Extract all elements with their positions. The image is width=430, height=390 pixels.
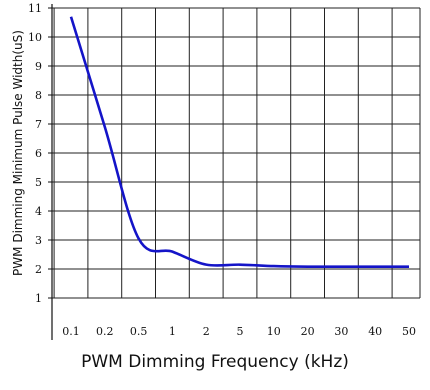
y-tick-label: 1 [35,292,42,305]
series [69,16,410,269]
x-tick-label: 40 [368,325,382,338]
x-tick-label: 5 [237,325,244,338]
x-tick-label: 0.2 [96,325,114,338]
y-tick-label: 10 [28,31,42,44]
y-tick-label: 2 [35,263,42,276]
x-tick-label: 50 [402,325,416,338]
y-axis-title: PWM Dimming Minimum Pulse Width(uS) [11,30,25,276]
y-tick-label: 4 [35,205,42,218]
y-tick-label: 9 [35,60,42,73]
series-line [69,16,409,269]
grid [52,7,420,299]
x-tick-labels: 0.1 0.2 0.5 1 2 5 10 20 30 40 50 [62,325,416,338]
y-tick-label: 5 [35,176,42,189]
y-tick-label: 3 [35,234,42,247]
x-tick-label: 0.1 [62,325,80,338]
y-tick-label: 7 [35,118,42,131]
y-tick-label: 8 [35,89,42,102]
x-tick-label: 2 [203,325,210,338]
x-tick-label: 30 [334,325,348,338]
x-tick-label: 1 [169,325,176,338]
x-tick-label: 10 [267,325,281,338]
x-tick-label: 20 [301,325,315,338]
y-tick-label: 11 [28,2,42,15]
x-axis-title: PWM Dimming Frequency (kHz) [81,352,349,372]
x-tick-label: 0.5 [130,325,148,338]
axes [48,4,421,340]
y-tick-labels: 1 2 3 4 5 6 7 8 9 10 11 [28,2,42,305]
y-tick-label: 6 [35,147,42,160]
